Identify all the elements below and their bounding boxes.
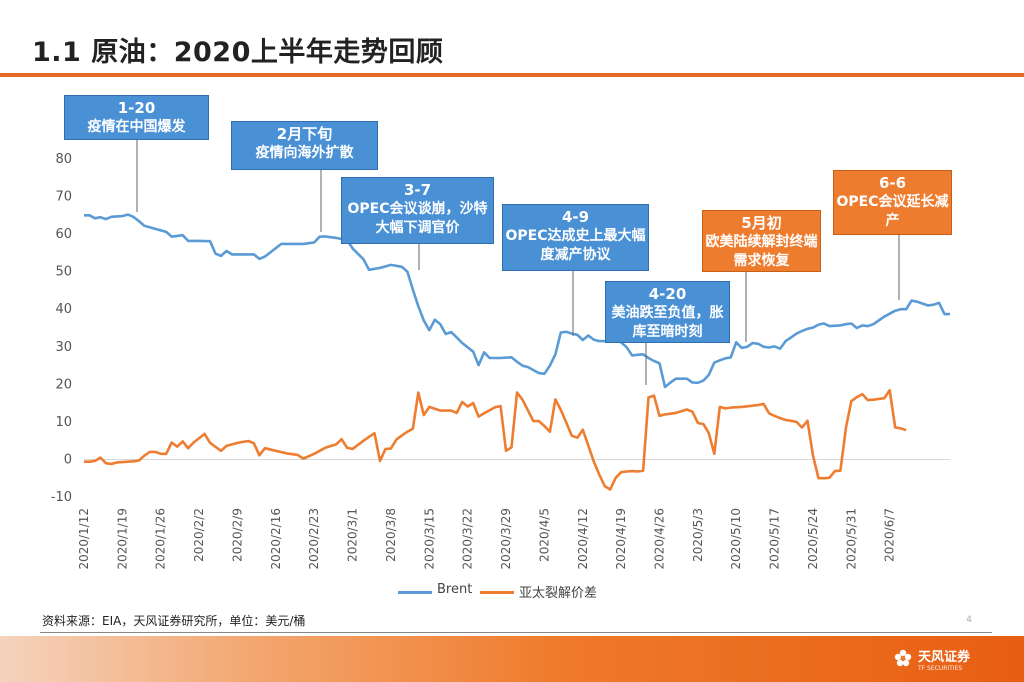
x-tick-label: 2020/5/3 — [691, 508, 705, 562]
x-tick-label: 2020/3/29 — [499, 508, 513, 570]
page-number: 4 — [966, 615, 972, 625]
x-tick-label: 2020/4/5 — [537, 508, 551, 562]
source-note: 资料来源：EIA，天风证券研究所，单位：美元/桶 — [42, 614, 306, 628]
y-tick-label: 80 — [55, 152, 72, 167]
annotation-date: 4-9 — [561, 208, 590, 226]
x-tick-label: 2020/3/22 — [461, 508, 475, 570]
annotation-box: 2月下旬疫情向海外扩散 — [231, 121, 378, 170]
x-tick-label: 2020/4/26 — [653, 508, 667, 570]
x-tick-label: 2020/1/12 — [77, 508, 91, 570]
annotation-date: 4-20 — [648, 285, 687, 303]
y-tick-label: 30 — [55, 340, 72, 355]
x-tick-label: 2020/1/19 — [115, 508, 129, 570]
x-tick-label: 2020/5/31 — [844, 508, 858, 570]
annotation-text: 疫情向海外扩散 — [255, 145, 354, 161]
x-tick-label: 2020/2/9 — [230, 508, 244, 562]
annotation-box: 3-7 OPEC会议谈崩，沙特大幅下调官价 — [341, 177, 494, 244]
x-tick-label: 2020/5/24 — [806, 508, 820, 570]
x-tick-label: 2020/5/10 — [729, 508, 743, 570]
title-underline — [0, 73, 1024, 77]
annotation-box: 4-9 OPEC达成史上最大幅度减产协议 — [502, 204, 649, 271]
annotation-box: 4-20 美油跌至负值，胀库至暗时刻 — [605, 281, 730, 343]
annotation-box: 1-20 疫情在中国爆发 — [64, 95, 209, 140]
x-tick-label: 2020/2/2 — [192, 508, 206, 562]
y-tick-label: -10 — [51, 490, 72, 505]
x-tick-label: 2020/2/23 — [307, 508, 321, 570]
y-tick-label: 60 — [55, 227, 72, 242]
x-tick-label: 2020/3/8 — [384, 508, 398, 562]
x-tick-label: 2020/4/19 — [614, 508, 628, 570]
legend-label-brent: Brent — [437, 582, 473, 597]
line-chart: -10 0 10 20 30 40 50 60 70 80 2020/1/12 2020/1/19 20… — [51, 140, 950, 570]
annotation-text: OPEC会议谈崩，沙特大幅下调官价 — [347, 201, 488, 236]
annotation-text: 疫情在中国爆发 — [87, 119, 186, 135]
footer-band — [0, 636, 1024, 682]
annotation-text: OPEC会议延长减产 — [836, 194, 949, 229]
y-tick-label: 10 — [55, 415, 72, 430]
x-tick-label: 2020/5/17 — [768, 508, 782, 570]
annotation-date: 3-7 — [403, 181, 432, 199]
source-divider — [40, 632, 992, 633]
y-tick-label: 20 — [55, 377, 72, 392]
legend-swatch-crack-spread — [480, 591, 514, 594]
y-tick-label: 50 — [55, 265, 72, 280]
annotation-date: 5月初 — [741, 214, 782, 232]
x-tick-label: 2020/2/16 — [269, 508, 283, 570]
annotation-text: 欧美陆续解封终端需求恢复 — [705, 234, 818, 269]
y-tick-label: 70 — [55, 190, 72, 205]
chart-legend: Brent 亚太裂解价差 — [0, 582, 1024, 602]
brand-logo: 天风证券 TF SECURITIES — [892, 646, 970, 672]
y-tick-label: 40 — [55, 302, 72, 317]
legend-label-crack-spread: 亚太裂解价差 — [519, 586, 598, 601]
y-tick-label: 0 — [64, 452, 72, 467]
legend-swatch-brent — [398, 591, 432, 594]
annotation-text: 美油跌至负值，胀库至暗时刻 — [611, 305, 724, 340]
annotation-box: 6-6 OPEC会议延长减产 — [833, 170, 952, 235]
page-title: 1.1 原油：2020上半年走势回顾 — [32, 37, 444, 68]
x-tick-label: 2020/6/7 — [883, 508, 897, 562]
series-line-brent — [84, 213, 950, 389]
brand-name: 天风证券 — [917, 650, 970, 665]
brand-subtitle: TF SECURITIES — [917, 664, 963, 672]
annotation-date: 1-20 — [117, 99, 156, 117]
x-tick-label: 2020/3/1 — [346, 508, 360, 562]
flower-logo-icon — [894, 649, 912, 666]
annotation-date: 6-6 — [878, 174, 907, 192]
x-tick-label: 2020/1/26 — [154, 508, 168, 570]
annotation-date: 2月下旬 — [276, 125, 333, 143]
x-tick-label: 2020/4/12 — [576, 508, 590, 570]
annotation-box: 5月初欧美陆续解封终端需求恢复 — [702, 210, 821, 272]
annotation-text: OPEC达成史上最大幅度减产协议 — [505, 228, 646, 263]
x-tick-label: 2020/3/15 — [422, 508, 436, 570]
series-line-crack-spread — [84, 388, 907, 491]
